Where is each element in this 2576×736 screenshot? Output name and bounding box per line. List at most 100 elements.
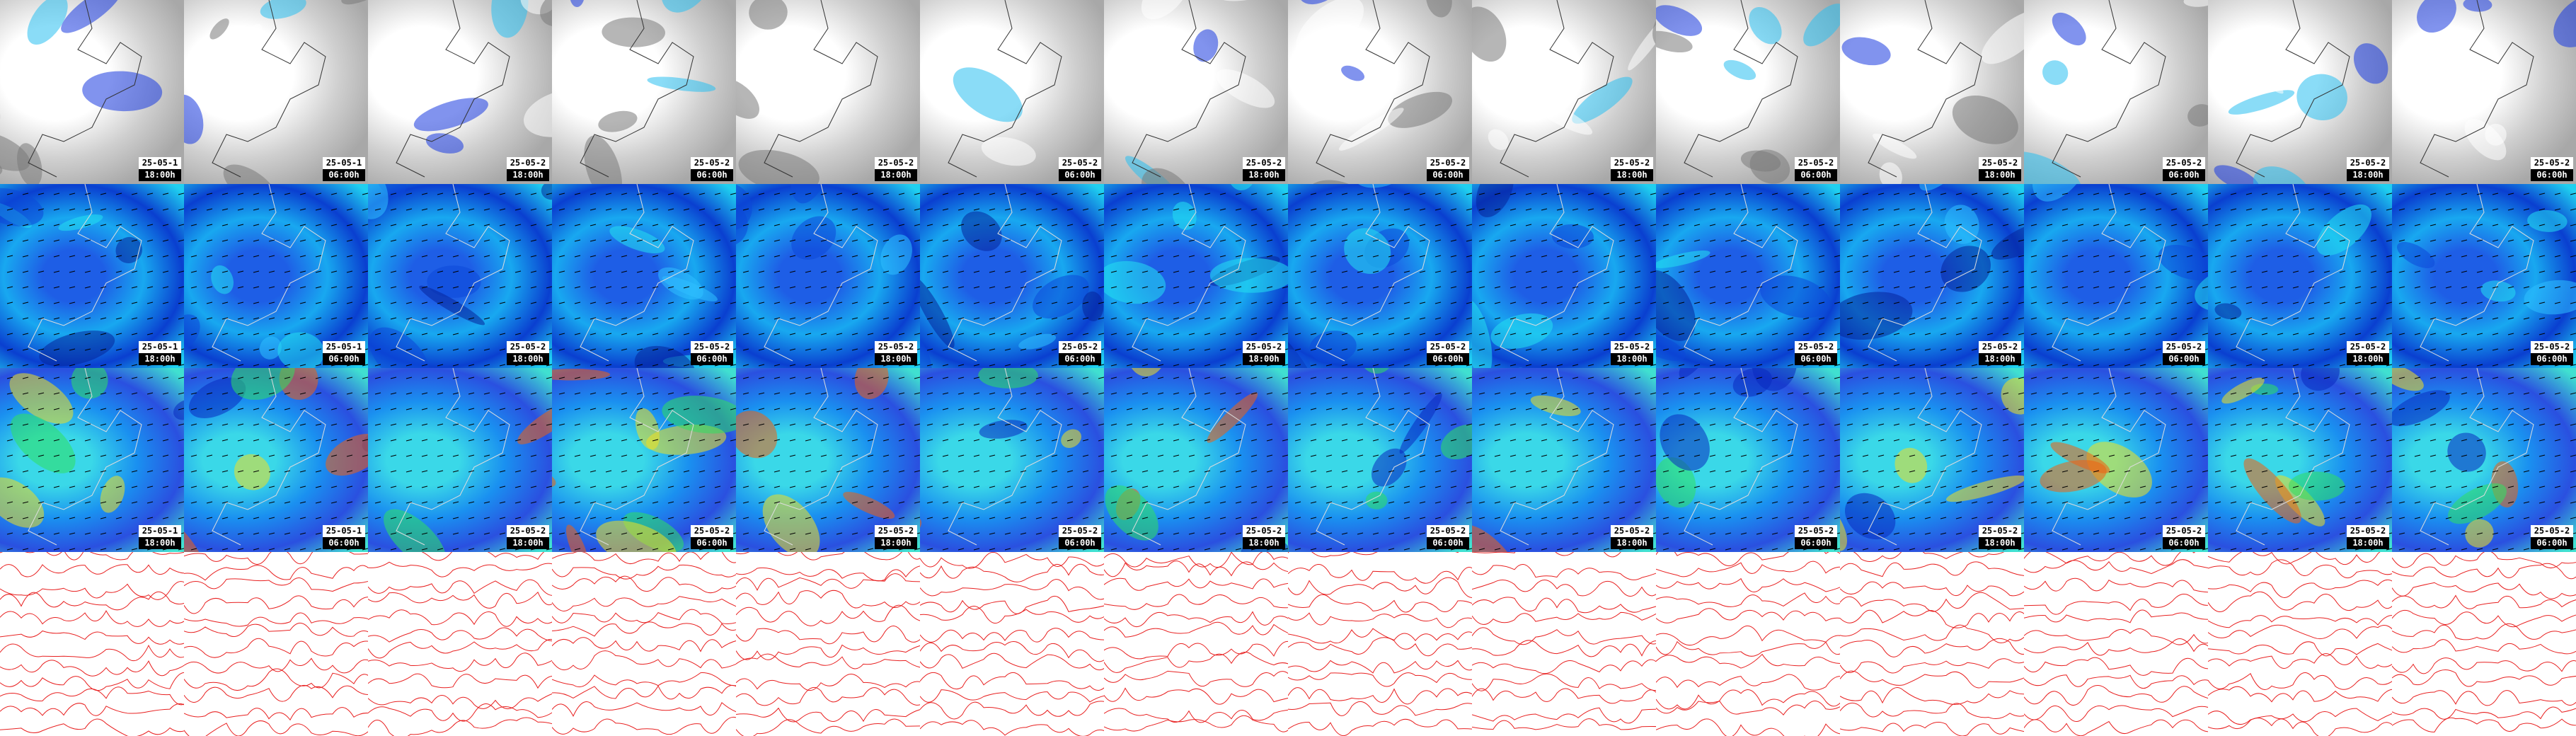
wind-arrow	[1662, 333, 1669, 335]
wind-arrow	[1466, 485, 1472, 488]
wind-arrow	[1142, 270, 1149, 273]
wind-arrow	[2323, 470, 2330, 473]
wind-arrow	[237, 224, 244, 226]
wind-arrow	[2155, 532, 2162, 535]
wind-arrow	[1235, 439, 1242, 442]
weather-field	[260, 0, 306, 19]
wind-arrow	[1709, 286, 1716, 289]
wind-arrow	[882, 485, 890, 488]
wind-arrow	[2492, 224, 2499, 226]
wind-arrow	[1419, 255, 1426, 258]
map-tile: 25-05-2 06:00h	[920, 368, 1104, 552]
wind-arrow	[1466, 408, 1472, 410]
wind-arrow	[2461, 408, 2468, 410]
wind-arrow	[2108, 439, 2115, 442]
wind-arrow	[1725, 286, 1732, 289]
wind-arrow	[2476, 208, 2483, 211]
wind-arrow	[1618, 408, 1626, 410]
wind-arrow	[973, 454, 980, 457]
wind-arrow	[2093, 364, 2100, 367]
wind-arrow	[683, 286, 690, 289]
weather-field	[0, 477, 45, 528]
wind-arrow	[805, 548, 812, 551]
wind-arrow	[636, 454, 643, 457]
weather-field	[1749, 149, 1790, 184]
wind-arrow	[1282, 286, 1288, 289]
wind-arrow	[2261, 317, 2268, 320]
wind-arrow	[1603, 348, 1610, 351]
wind-arrow	[346, 439, 353, 442]
wind-arrow	[1893, 239, 1900, 242]
wind-arrow	[483, 364, 490, 367]
wind-arrow	[1771, 239, 1778, 242]
wind-arrow	[1157, 470, 1164, 473]
wind-arrow	[2339, 208, 2346, 211]
wind-arrow	[882, 286, 890, 289]
wind-arrow	[958, 517, 965, 519]
tile-time: 18:00h	[2347, 169, 2389, 181]
wind-arrow	[2445, 192, 2452, 195]
wind-arrow	[2062, 348, 2069, 351]
wind-arrow	[2386, 423, 2392, 426]
wind-arrow	[2077, 439, 2084, 442]
wind-arrow	[178, 392, 184, 395]
wind-arrow	[742, 485, 749, 488]
wind-arrow	[1787, 532, 1794, 535]
isobar	[368, 673, 552, 689]
wind-arrow	[1802, 485, 1810, 488]
wind-arrow	[190, 286, 197, 289]
wind-arrow	[1909, 224, 1916, 226]
tile-date: 25-05-2	[1427, 525, 1469, 537]
isobar	[2392, 609, 2576, 628]
wind-arrow	[2202, 392, 2208, 395]
wind-arrow	[237, 517, 244, 519]
wind-arrow	[1126, 408, 1133, 410]
wind-arrow	[730, 376, 736, 379]
map-tile	[920, 552, 1104, 736]
wind-arrow	[253, 270, 260, 273]
wind-arrow	[499, 317, 506, 320]
map-tile: 25-05-2 06:00h	[1288, 0, 1472, 184]
wind-arrow	[162, 376, 169, 379]
weather-field	[58, 214, 103, 231]
wind-arrow	[2570, 470, 2576, 473]
wind-arrow	[1051, 270, 1058, 273]
wind-arrow	[1986, 224, 1994, 226]
wind-arrow	[851, 364, 858, 367]
wind-arrow	[1955, 548, 1962, 551]
wind-arrow	[2139, 485, 2146, 488]
wind-arrow	[1618, 376, 1626, 379]
isobar	[2208, 672, 2392, 690]
wind-arrow	[2214, 255, 2221, 258]
wind-arrow	[421, 348, 428, 351]
weather-field	[1476, 184, 1514, 218]
weather-field	[184, 314, 200, 353]
wind-arrow	[2202, 517, 2208, 519]
wind-arrow	[2155, 517, 2162, 519]
wind-arrow	[1862, 317, 1869, 320]
wind-arrow	[1310, 454, 1317, 457]
wind-arrow	[1634, 408, 1641, 410]
wind-arrow	[851, 548, 858, 551]
wind-arrow	[1834, 301, 1840, 304]
wind-arrow	[2277, 423, 2284, 426]
weather-field	[2480, 280, 2516, 302]
isobar	[736, 573, 920, 592]
wind-arrow	[621, 348, 628, 351]
wind-arrow	[2093, 501, 2100, 504]
wind-arrow	[1357, 501, 1364, 504]
wind-arrow	[898, 408, 905, 410]
wind-arrow	[898, 255, 905, 258]
timestamp-label: 25-05-2 18:00h	[2347, 157, 2389, 181]
map-layer	[920, 184, 1104, 368]
weather-field	[843, 491, 895, 519]
wind-arrow	[2308, 439, 2315, 442]
map-tile: 25-05-2 06:00h	[1288, 368, 1472, 552]
isobar	[1288, 628, 1472, 644]
wind-arrow	[1924, 376, 1931, 379]
tile-date: 25-05-2	[1795, 341, 1837, 353]
wind-arrow	[1204, 239, 1211, 242]
wind-arrow	[514, 485, 522, 488]
wind-arrow	[53, 317, 60, 320]
wind-arrow	[2170, 255, 2178, 258]
